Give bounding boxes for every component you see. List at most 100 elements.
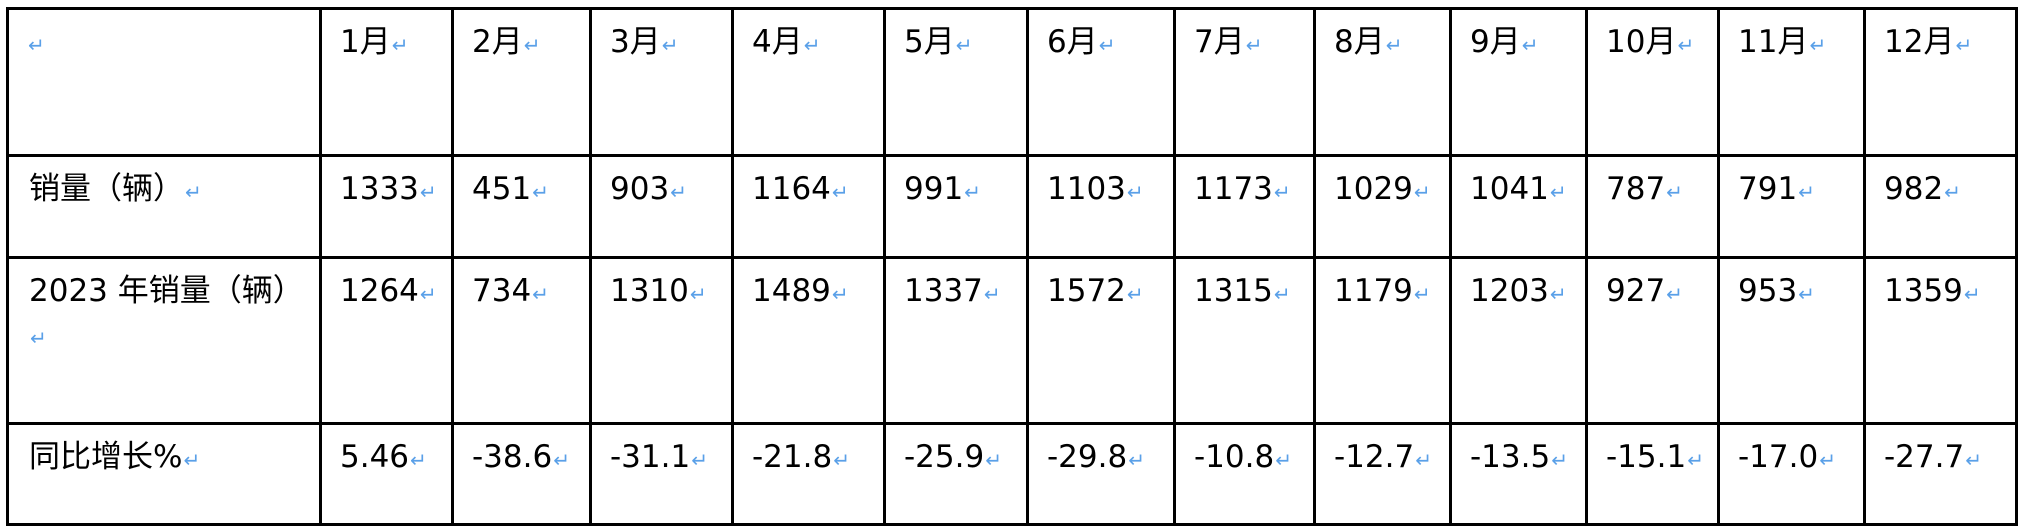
corner-cell: ↵ (6, 7, 322, 157)
return-arrow-icon: ↵ (1666, 282, 1683, 306)
cell-text: 1041 (1470, 171, 1549, 207)
table-row: 同比增长%↵ 5.46↵ -38.6↵ -31.1↵ -21.8↵ -25.9↵ -29.8… (6, 422, 2018, 526)
cell-text: -17.0 (1738, 439, 1819, 475)
return-arrow-icon: ↵ (1687, 448, 1704, 472)
header-row: ↵ 1月↵ 2月↵ 3月↵ 4月↵ 5月↵ 6月↵ 7月↵ 8月↵ 9月↵ 10月↵ 11月↵ 12月… (6, 7, 2018, 157)
cell-text: 1264 (340, 273, 419, 309)
header-cell: 11月↵ (1717, 7, 1866, 157)
data-cell: -38.6↵ (451, 422, 592, 526)
return-arrow-icon: ↵ (955, 33, 973, 57)
cell-text: -15.1 (1606, 439, 1687, 475)
data-cell: 1179↵ (1313, 256, 1452, 425)
header-cell: 2月↵ (451, 7, 592, 157)
return-arrow-icon: ↵ (1415, 448, 1432, 472)
data-cell: 734↵ (451, 256, 592, 425)
return-arrow-icon: ↵ (1963, 282, 1981, 306)
return-arrow-icon: ↵ (831, 282, 849, 306)
cell-text: -29.8 (1047, 439, 1128, 475)
return-arrow-icon: ↵ (1798, 282, 1815, 306)
cell-text: 2023 年销量（辆） (29, 273, 304, 309)
data-cell: -17.0↵ (1717, 422, 1866, 526)
return-arrow-icon: ↵ (985, 448, 1002, 472)
header-cell: 1月↵ (319, 7, 454, 157)
header-cell: 6月↵ (1026, 7, 1176, 157)
cell-text: 1103 (1047, 171, 1126, 207)
return-arrow-icon: ↵ (419, 180, 437, 204)
return-arrow-icon: ↵ (419, 282, 437, 306)
return-arrow-icon: ↵ (1965, 448, 1982, 472)
data-cell: -31.1↵ (589, 422, 734, 526)
cell-text: 销量（辆） (29, 171, 184, 207)
return-arrow-icon: ↵ (1245, 33, 1263, 57)
cell-text: 1572 (1047, 273, 1126, 309)
cell-text: 982 (1884, 171, 1944, 207)
cell-text: 9月 (1470, 24, 1521, 60)
cell-text: 4月 (752, 24, 803, 60)
return-arrow-icon: ↵ (1677, 33, 1695, 57)
header-cell: 7月↵ (1173, 7, 1316, 157)
cell-text: 787 (1606, 171, 1666, 207)
data-cell: 927↵ (1585, 256, 1720, 425)
return-arrow-icon: ↵ (1549, 282, 1567, 306)
data-cell: -15.1↵ (1585, 422, 1720, 526)
return-arrow-icon: ↵ (803, 33, 821, 57)
return-arrow-icon: ↵ (532, 282, 549, 306)
data-cell: 1264↵ (319, 256, 454, 425)
data-cell: 953↵ (1717, 256, 1866, 425)
data-cell: 1359↵ (1863, 256, 2018, 425)
cell-text: 1310 (610, 273, 689, 309)
data-cell: 451↵ (451, 154, 592, 259)
cell-text: 12月 (1884, 24, 1955, 60)
cell-text: 3月 (610, 24, 661, 60)
data-cell: 991↵ (883, 154, 1029, 259)
cell-text: 1315 (1194, 273, 1273, 309)
cell-text: -10.8 (1194, 439, 1275, 475)
return-arrow-icon: ↵ (1098, 33, 1116, 57)
return-arrow-icon: ↵ (1549, 180, 1567, 204)
cell-text: 同比增长% (29, 439, 183, 475)
cell-text: -27.7 (1884, 439, 1965, 475)
data-cell: 1029↵ (1313, 154, 1452, 259)
cell-text: 8月 (1334, 24, 1385, 60)
row-label: 同比增长%↵ (6, 422, 322, 526)
cell-text: 11月 (1738, 24, 1809, 60)
return-arrow-icon: ↵ (28, 33, 45, 57)
return-arrow-icon: ↵ (553, 448, 570, 472)
header-cell: 5月↵ (883, 7, 1029, 157)
data-cell: 903↵ (589, 154, 734, 259)
return-arrow-icon: ↵ (410, 448, 427, 472)
data-cell: -29.8↵ (1026, 422, 1176, 526)
return-arrow-icon: ↵ (391, 33, 409, 57)
cell-text: 7月 (1194, 24, 1245, 60)
data-cell: 787↵ (1585, 154, 1720, 259)
cell-text: 451 (472, 171, 532, 207)
return-arrow-icon: ↵ (670, 180, 687, 204)
cell-text: -25.9 (904, 439, 985, 475)
cell-text: 1337 (904, 273, 983, 309)
return-arrow-icon: ↵ (689, 282, 707, 306)
return-arrow-icon: ↵ (532, 180, 549, 204)
data-cell: -13.5↵ (1449, 422, 1588, 526)
return-arrow-icon: ↵ (1275, 448, 1292, 472)
data-cell: 791↵ (1717, 154, 1866, 259)
return-arrow-icon: ↵ (1521, 33, 1539, 57)
return-arrow-icon: ↵ (30, 326, 47, 350)
data-cell: -21.8↵ (731, 422, 886, 526)
cell-text: -38.6 (472, 439, 553, 475)
cell-text: -12.7 (1334, 439, 1415, 475)
data-cell: 1164↵ (731, 154, 886, 259)
data-cell: -25.9↵ (883, 422, 1029, 526)
data-cell: 1572↵ (1026, 256, 1176, 425)
data-cell: 1489↵ (731, 256, 886, 425)
data-cell: 1333↵ (319, 154, 454, 259)
cell-text: 2月 (472, 24, 523, 60)
cell-text: -31.1 (610, 439, 691, 475)
return-arrow-icon: ↵ (1819, 448, 1836, 472)
return-arrow-icon: ↵ (183, 448, 201, 472)
return-arrow-icon: ↵ (1944, 180, 1961, 204)
cell-text: -13.5 (1470, 439, 1551, 475)
data-cell: -12.7↵ (1313, 422, 1452, 526)
row-label: 2023 年销量（辆） ↵ (6, 256, 322, 425)
return-arrow-icon: ↵ (831, 180, 849, 204)
cell-text: 1173 (1194, 171, 1273, 207)
